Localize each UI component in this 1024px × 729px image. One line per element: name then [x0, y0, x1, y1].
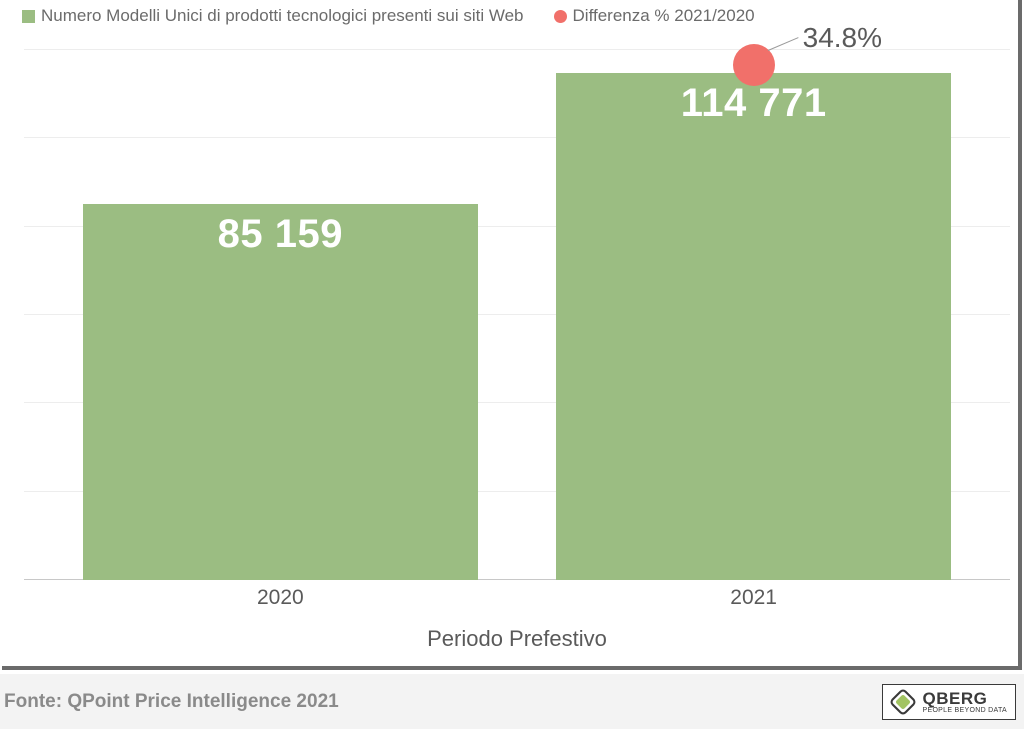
brand-tagline: PEOPLE BEYOND DATA: [923, 707, 1008, 714]
chart-container: Numero Modelli Unici di prodotti tecnolo…: [2, 0, 1022, 670]
legend-swatch-dot: [554, 10, 567, 23]
legend-label-series: Numero Modelli Unici di prodotti tecnolo…: [41, 6, 524, 26]
chart-legend: Numero Modelli Unici di prodotti tecnolo…: [2, 0, 755, 32]
brand-badge: QBERG PEOPLE BEYOND DATA: [882, 684, 1017, 720]
source-text: Fonte: QPoint Price Intelligence 2021: [4, 691, 339, 713]
legend-swatch-bar: [22, 10, 35, 23]
x-axis: Periodo Prefestivo 2020 2021: [24, 580, 1010, 660]
brand-name: QBERG: [923, 690, 1008, 707]
bar-2020: 85 159: [83, 204, 477, 580]
x-axis-title: Periodo Prefestivo: [24, 626, 1010, 652]
diff-marker-label: 34.8%: [803, 22, 882, 54]
footer-bar: Fonte: QPoint Price Intelligence 2021 QB…: [0, 674, 1024, 729]
legend-label-diff: Differenza % 2021/2020: [573, 6, 755, 26]
x-tick-label: 2021: [730, 586, 777, 610]
bar-2021: 114 771: [556, 73, 950, 580]
x-tick-label: 2020: [257, 586, 304, 610]
bar-value-label: 85 159: [83, 212, 477, 257]
plot-area: 85 159114 77134.8%: [24, 50, 1010, 580]
legend-item-series: Numero Modelli Unici di prodotti tecnolo…: [22, 6, 524, 26]
brand-logo-icon: [889, 688, 917, 716]
legend-item-diff: Differenza % 2021/2020: [554, 6, 755, 26]
bar-value-label: 114 771: [556, 81, 950, 126]
